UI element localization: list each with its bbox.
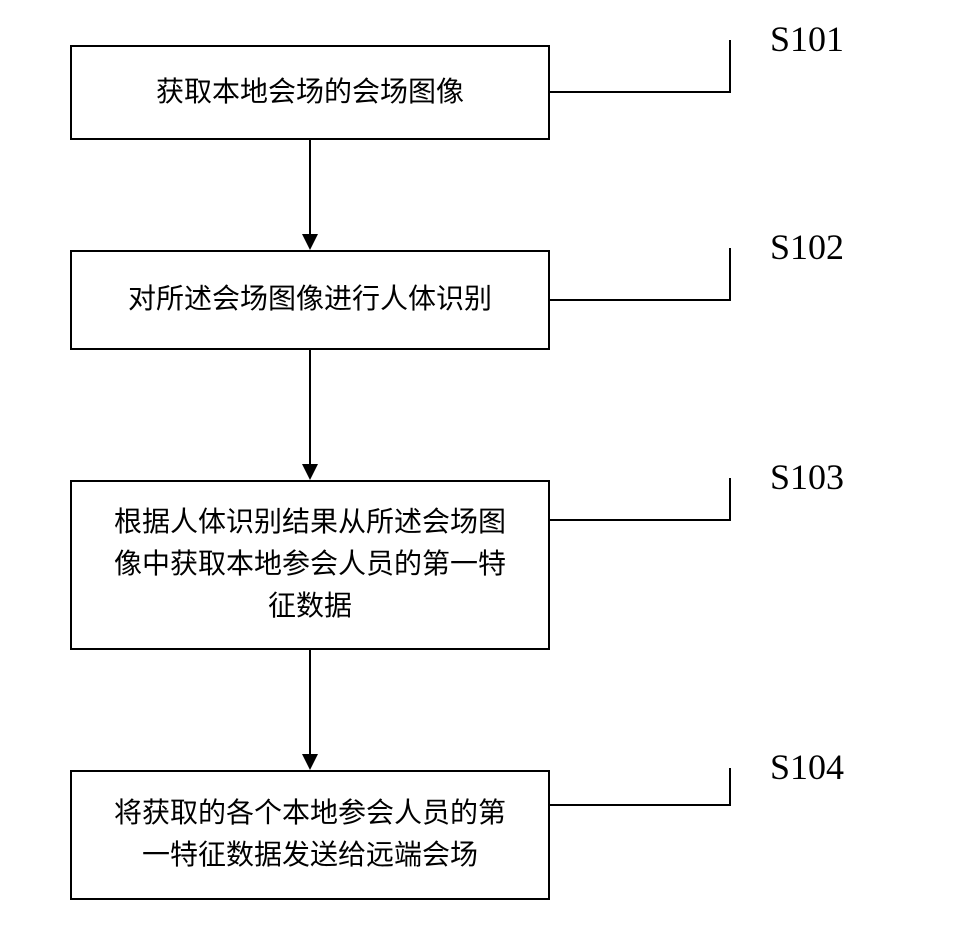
flowchart-canvas: 获取本地会场的会场图像 S101 对所述会场图像进行人体识别 S102 根据人体… [0,0,956,927]
step-label-s104: S104 [770,746,844,788]
